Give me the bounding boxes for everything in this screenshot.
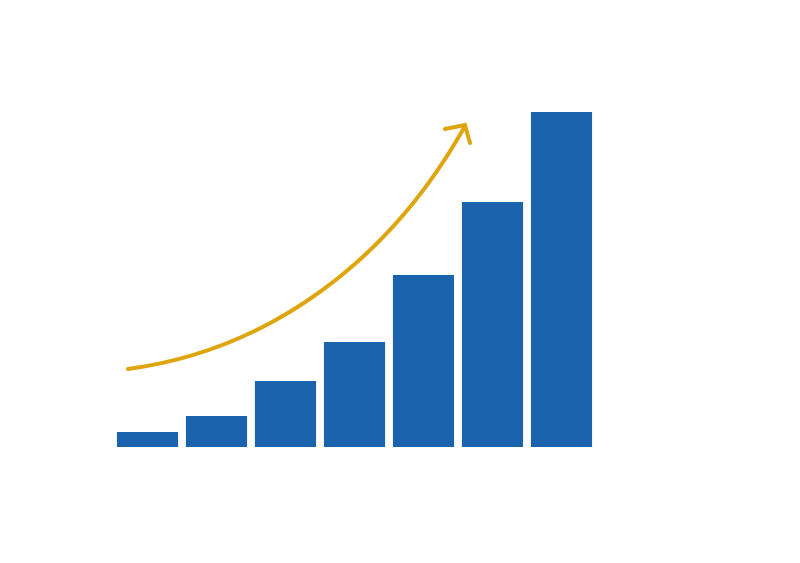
trend-arrow	[126, 122, 472, 371]
bar	[392, 275, 455, 447]
bar	[530, 112, 593, 447]
bar	[185, 416, 248, 447]
bar	[461, 202, 524, 447]
arrow-head	[443, 122, 472, 145]
bar	[323, 342, 386, 447]
trend-curve	[126, 124, 467, 371]
bar	[254, 381, 317, 447]
bar	[116, 432, 179, 447]
